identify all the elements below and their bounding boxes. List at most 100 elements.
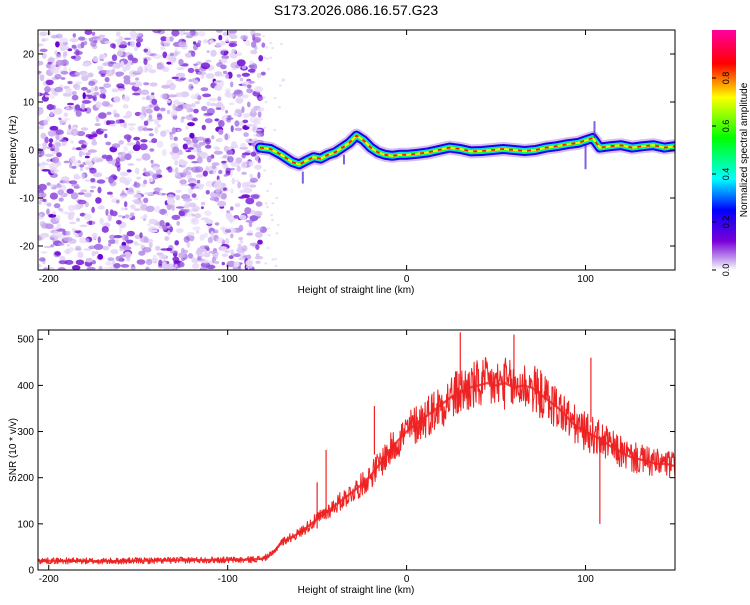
noise-speckle	[185, 201, 190, 205]
noise-speckle	[248, 81, 255, 84]
noise-speckle	[45, 79, 54, 86]
noise-speckle	[113, 113, 120, 118]
noise-speckle	[140, 89, 150, 96]
noise-speckle	[251, 195, 260, 200]
noise-speckle	[70, 55, 76, 60]
noise-speckle	[150, 159, 154, 164]
noise-speckle	[183, 32, 192, 35]
noise-speckle	[70, 140, 74, 144]
noise-speckle	[109, 234, 116, 240]
noise-speckle	[144, 69, 148, 73]
noise-speckle	[155, 245, 161, 251]
noise-speckle	[195, 174, 204, 178]
noise-speckle	[246, 254, 252, 260]
spectrogram-y-tick-label: 20	[23, 50, 35, 61]
noise-speckle	[221, 50, 224, 56]
noise-speckle	[47, 130, 57, 137]
noise-speckle	[41, 162, 50, 166]
noise-speckle	[91, 250, 96, 257]
noise-speckle	[128, 82, 136, 85]
noise-speckle	[69, 180, 78, 185]
noise-speckle	[58, 260, 68, 265]
noise-speckle	[38, 43, 44, 47]
noise-speckle	[94, 85, 99, 92]
noise-speckle	[101, 54, 107, 59]
noise-speckle	[227, 115, 232, 118]
noise-speckle	[171, 109, 178, 117]
noise-speckle	[171, 204, 175, 212]
noise-speckle	[200, 87, 209, 92]
noise-speckle	[94, 251, 99, 255]
noise-speckle	[149, 148, 155, 152]
noise-speckle	[111, 210, 118, 217]
noise-speckle	[197, 40, 202, 44]
noise-speckle	[278, 84, 282, 87]
noise-speckle	[84, 179, 91, 182]
noise-speckle	[171, 76, 179, 80]
noise-speckle	[75, 245, 82, 250]
noise-speckle	[167, 166, 173, 173]
noise-speckle	[235, 89, 244, 97]
noise-speckle	[269, 182, 273, 185]
noise-speckle	[151, 92, 155, 96]
noise-speckle	[202, 93, 212, 98]
noise-speckle	[54, 50, 58, 55]
noise-speckle	[196, 61, 203, 65]
noise-speckle	[82, 72, 87, 77]
noise-speckle	[70, 192, 79, 200]
noise-speckle	[220, 105, 225, 111]
noise-speckle	[97, 205, 105, 210]
noise-speckle	[231, 177, 236, 185]
noise-speckle	[71, 165, 77, 169]
noise-speckle	[120, 60, 125, 68]
noise-speckle	[175, 194, 181, 201]
noise-speckle	[126, 230, 135, 237]
noise-speckle	[255, 253, 260, 257]
noise-speckle	[213, 170, 217, 174]
noise-speckle	[257, 171, 261, 179]
noise-speckle	[262, 96, 266, 99]
noise-speckle	[43, 37, 49, 42]
noise-speckle	[235, 179, 240, 183]
noise-speckle	[243, 132, 249, 138]
noise-speckle	[236, 74, 242, 78]
noise-speckle	[52, 184, 63, 188]
noise-speckle	[90, 86, 95, 93]
noise-speckle	[210, 49, 217, 57]
noise-speckle	[46, 208, 50, 215]
noise-speckle	[45, 94, 49, 98]
noise-speckle	[71, 44, 77, 49]
noise-speckle	[197, 95, 202, 101]
noise-speckle	[234, 120, 240, 127]
noise-speckle	[113, 235, 123, 239]
noise-speckle	[48, 142, 53, 148]
noise-speckle	[79, 224, 88, 228]
noise-speckle	[146, 128, 154, 131]
noise-speckle	[241, 65, 247, 70]
noise-speckle	[145, 205, 155, 212]
noise-speckle	[50, 166, 56, 174]
noise-speckle	[55, 215, 61, 222]
noise-speckle	[245, 39, 251, 46]
noise-speckle	[196, 146, 202, 153]
noise-speckle	[122, 215, 126, 219]
noise-speckle	[208, 97, 218, 102]
noise-speckle	[196, 136, 206, 141]
noise-speckle	[137, 125, 143, 132]
noise-speckle	[169, 226, 173, 233]
noise-speckle	[71, 147, 78, 151]
noise-speckle	[241, 171, 247, 175]
noise-speckle	[53, 92, 59, 96]
noise-speckle	[265, 57, 269, 60]
noise-speckle	[38, 163, 41, 167]
noise-speckle	[152, 30, 162, 34]
noise-speckle	[117, 39, 121, 47]
noise-speckle	[95, 101, 102, 109]
snr-y-tick-label: 100	[17, 519, 34, 530]
noise-speckle	[53, 146, 60, 153]
snr-x-tick-label: 0	[404, 574, 410, 585]
noise-speckle	[49, 93, 56, 99]
noise-speckle	[252, 124, 257, 127]
noise-speckle	[195, 230, 200, 234]
noise-speckle	[85, 134, 93, 138]
